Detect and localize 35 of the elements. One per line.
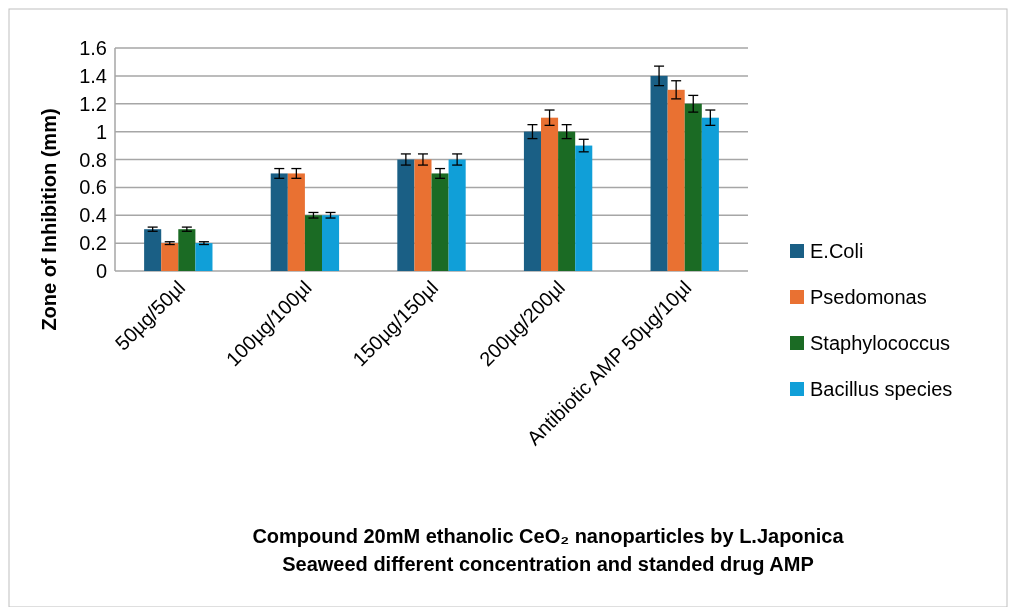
bar (523, 131, 542, 271)
y-axis-title: Zone of Inhibition (mm) (38, 108, 60, 331)
bar (270, 173, 288, 271)
bar (321, 215, 340, 271)
y-tick-label: 0 (95, 260, 107, 282)
text: Compound 20mM ethanolic CeO₂ nanoparticles by L.Japonica Seaweed different concentration and standed drug AMP (252, 525, 845, 575)
bar (397, 159, 415, 271)
bar (575, 145, 593, 271)
legend-label: Bacillus species (810, 378, 953, 400)
bar (304, 215, 322, 271)
y-tick-label: 1.2 (79, 92, 107, 115)
bar (287, 173, 305, 271)
bar (701, 117, 719, 271)
y-tick-label: 1.6 (79, 37, 107, 59)
bar (161, 243, 179, 271)
bar (684, 103, 702, 271)
y-tick-label: 1.4 (79, 64, 107, 87)
y-tick-label: 0.8 (79, 148, 107, 171)
bar (448, 159, 466, 271)
legend-label: Staphylococcus (810, 332, 951, 354)
bar (558, 131, 576, 271)
y-tick-label: 1 (95, 120, 107, 143)
legend-label: Psedomonas (810, 286, 927, 308)
y-tick-label: 0.4 (79, 204, 107, 227)
bar (650, 75, 668, 271)
bar (431, 173, 449, 271)
legend-label: E.Coli (810, 240, 864, 262)
bar (541, 117, 559, 271)
bar (144, 229, 162, 271)
y-tick-label: 0.2 (79, 232, 107, 255)
bar (414, 159, 432, 271)
bar (667, 89, 685, 271)
bar (195, 243, 213, 271)
y-tick-label: 0.6 (79, 176, 107, 199)
bar (178, 229, 196, 271)
